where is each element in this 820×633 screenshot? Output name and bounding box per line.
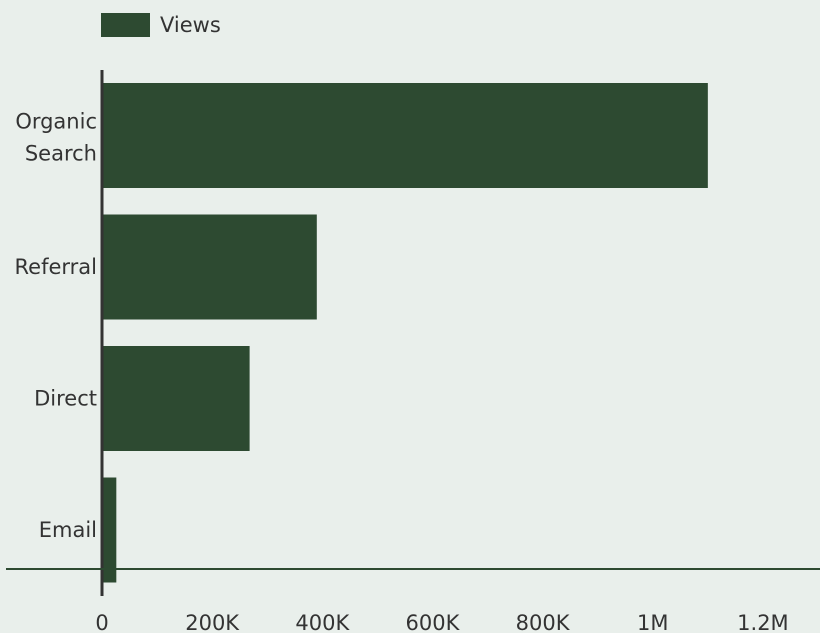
bar-organic-search [102,83,708,188]
legend-swatch [101,13,150,37]
bar-referral [102,214,317,320]
bar-email [102,477,117,583]
category-label-line-2-0: Search [25,142,97,166]
x-tick-label-2: 400K [295,611,350,633]
category-label-organic-search: Organic Search [15,110,97,166]
x-tick-label-1: 200K [185,611,240,633]
category-labels-layer: Organic Search Referral Direct Email [15,110,97,543]
x-tick-label-4: 800K [516,611,571,633]
legend: Views [101,13,221,37]
axes-layer [6,70,820,596]
x-tick-label-3: 600K [406,611,461,633]
legend-label-views: Views [160,13,221,37]
x-tick-label-5: 1M [637,611,668,633]
x-tick-label-0: 0 [95,611,108,633]
bar-direct [102,346,250,451]
category-label-line-1-0: Organic [15,110,97,134]
category-label-direct: Direct [34,387,97,411]
bars-layer [102,83,708,583]
category-label-email: Email [39,518,97,542]
tick-labels-layer: 0 200K 400K 600K 800K 1M 1.2M [95,611,788,633]
x-tick-label-6: 1.2M [737,611,789,633]
category-label-referral: Referral [15,255,97,279]
